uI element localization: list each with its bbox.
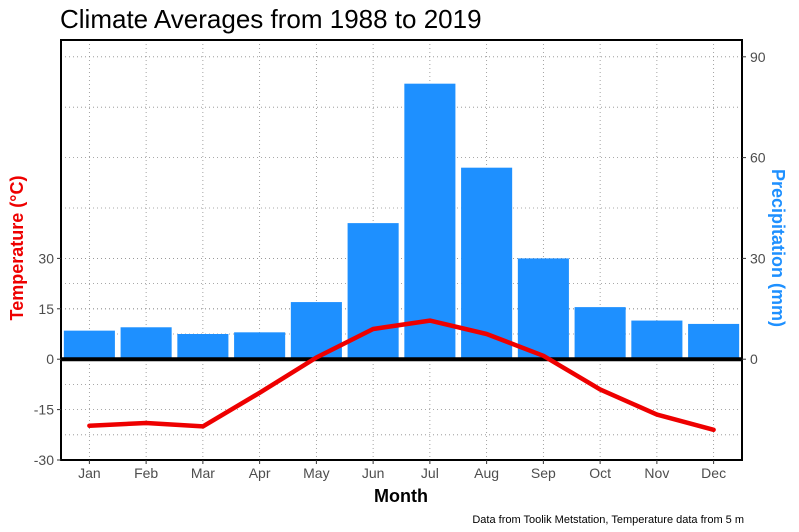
bar-nov [631,320,683,360]
right-tick-label: 90 [750,49,766,65]
x-tick-label-oct: Oct [589,465,611,481]
left-axis-title: Temperature (°C) [7,176,27,321]
x-tick-label-feb: Feb [134,465,158,481]
panel-border [60,39,743,461]
right-tick-label: 0 [750,351,758,367]
left-tick-label: -30 [34,452,54,468]
grid-layer [61,40,742,461]
x-tick-label-jul: Jul [421,465,439,481]
x-tick-label-mar: Mar [191,465,215,481]
chart-title: Climate Averages from 1988 to 2019 [60,4,482,34]
temperature-line [87,318,716,433]
data-source-caption: Data from Toolik Metstation, Temperature… [472,514,744,526]
bar-jan [63,330,115,360]
x-tick-label-jan: Jan [78,465,101,481]
right-tick-label: 60 [750,150,766,166]
x-tick-label-jun: Jun [362,465,385,481]
x-tick-label-nov: Nov [644,465,669,481]
right-axis-title: Precipitation (mm) [768,169,788,327]
x-axis-title: Month [374,486,428,506]
x-axis-ticks: Jan Feb Mar Apr May Jun Jul Aug Sep Oct Nov Dec [78,460,726,481]
left-tick-label: 0 [46,351,54,367]
x-tick-label-sep: Sep [531,465,556,481]
right-tick-label: 30 [750,250,766,266]
bar-aug [461,167,513,360]
left-tick-label: 30 [38,250,54,266]
bar-feb [120,327,172,360]
left-tick-label: 15 [38,301,54,317]
x-tick-label-may: May [303,465,329,481]
bar-dec [688,323,740,360]
bar-sep [517,258,569,360]
right-axis-ticks: 0 30 60 90 [742,49,766,367]
precipitation-bars [63,83,740,360]
x-tick-label-aug: Aug [474,465,499,481]
x-tick-label-apr: Apr [249,465,271,481]
bar-mar [177,334,229,360]
x-tick-label-dec: Dec [701,465,726,481]
left-tick-label: -15 [34,402,54,418]
bar-oct [574,307,626,360]
bar-apr [234,332,286,360]
left-axis-ticks: -30 -15 0 15 30 [34,250,61,468]
bar-jul [404,83,456,360]
